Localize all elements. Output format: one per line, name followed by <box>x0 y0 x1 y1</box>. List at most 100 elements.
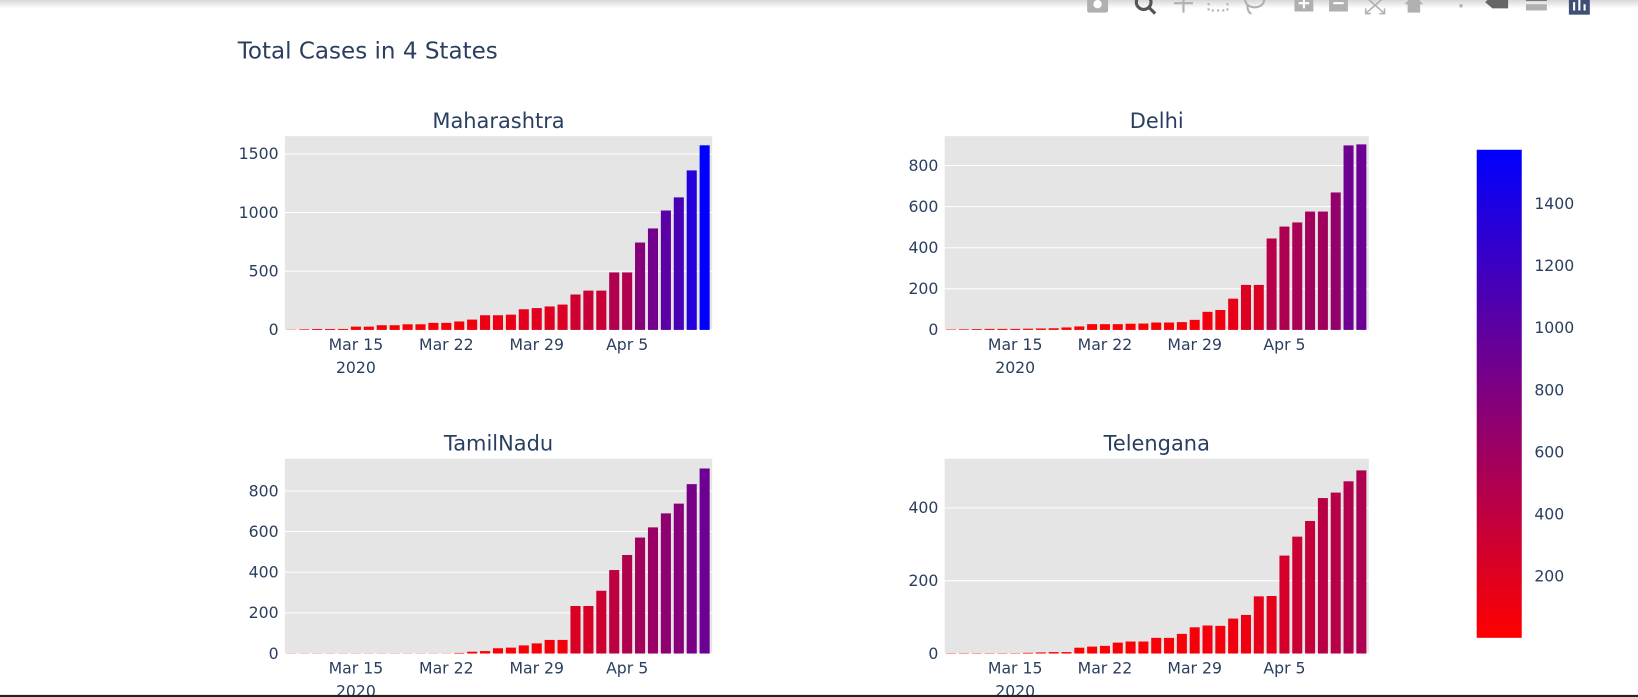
plotly-logo-icon[interactable] <box>1568 0 1590 15</box>
bar <box>544 639 555 654</box>
colorbar-tick-label: 1400 <box>1534 194 1574 213</box>
subplot-telengana: 0 200 400 Mar 15 2020 Mar 22 Mar 29 Apr 5 Teleng… <box>908 431 1369 697</box>
bar <box>1112 324 1123 330</box>
bar <box>376 325 387 330</box>
bar <box>1048 328 1059 330</box>
bar <box>1074 647 1085 654</box>
bar <box>350 326 361 330</box>
bar <box>1125 323 1136 330</box>
y-tick-label: 0 <box>269 320 279 339</box>
home-icon[interactable] <box>1404 0 1424 13</box>
zoom-icon[interactable] <box>1134 0 1157 15</box>
bar <box>1356 144 1367 330</box>
y-tick-label: 200 <box>908 279 938 298</box>
bar <box>467 319 478 330</box>
bar <box>557 639 568 654</box>
camera-icon[interactable] <box>1087 0 1109 13</box>
bar <box>1279 555 1290 654</box>
y-tick-label: 1000 <box>239 203 279 222</box>
bar <box>1138 641 1149 654</box>
bar <box>492 648 504 654</box>
x-tick-label: Apr 5 <box>1263 658 1305 677</box>
bar <box>971 329 982 330</box>
box-select-icon[interactable] <box>1207 0 1229 12</box>
bar <box>1087 324 1098 330</box>
colorbar-tick-label: 400 <box>1534 504 1564 523</box>
pan-icon[interactable] <box>1174 0 1193 13</box>
bar <box>635 242 646 330</box>
bottom-border <box>0 694 1638 697</box>
bar <box>1048 652 1059 654</box>
autoscale-icon[interactable] <box>1364 0 1386 15</box>
bar <box>1164 637 1175 654</box>
bar <box>1164 322 1175 330</box>
bar <box>660 513 671 654</box>
bar <box>596 290 607 330</box>
bar <box>557 304 568 330</box>
x-tick-label: Mar 15 <box>329 658 384 677</box>
bar <box>673 197 684 330</box>
bar <box>1215 309 1226 330</box>
bar <box>1099 645 1110 654</box>
bar <box>1189 319 1200 330</box>
bar <box>1176 633 1187 654</box>
bar <box>299 329 310 330</box>
bar <box>1266 596 1277 654</box>
x-tick-label: Mar 22 <box>1078 335 1133 354</box>
bar <box>1343 145 1354 330</box>
bar <box>492 315 504 330</box>
bar <box>1112 642 1123 654</box>
zoom-out-icon[interactable] <box>1329 0 1348 12</box>
bar <box>1228 618 1239 654</box>
colorbar-tick-label: 200 <box>1534 567 1564 586</box>
bar <box>1151 637 1162 654</box>
hover-compare-icon[interactable] <box>1525 0 1547 11</box>
subplot-title: Telengana <box>1103 431 1210 455</box>
bar <box>544 306 555 330</box>
colorbar: 200 400 600 800 1000 1200 1400 <box>1476 149 1574 638</box>
x-tick-label: Mar 22 <box>419 335 474 354</box>
subplot-tamilnadu: 0 200 400 600 800 Mar 15 2020 Mar 22 Mar 29 Apr 5… <box>249 431 713 697</box>
colorbar-tick-label: 800 <box>1534 380 1564 399</box>
subplot-maharashtra: 0 500 1000 1500 Mar 15 2020 Mar 22 Mar 29 Apr 5 M… <box>239 109 713 377</box>
x-tick-label: Mar 15 <box>988 658 1043 677</box>
bar <box>1074 326 1085 330</box>
x-year-label: 2020 <box>995 358 1035 377</box>
y-tick-label: 200 <box>249 603 279 622</box>
bar <box>1240 284 1251 330</box>
bar <box>958 329 969 330</box>
bar <box>428 322 439 330</box>
bar <box>686 170 697 330</box>
bar <box>1138 323 1149 330</box>
x-tick-label: Mar 22 <box>1078 658 1133 677</box>
bar <box>1330 192 1341 330</box>
bar <box>402 324 413 330</box>
bar <box>480 315 491 330</box>
zoom-in-icon[interactable] <box>1294 0 1314 12</box>
bar <box>1035 328 1046 330</box>
bar <box>518 309 529 330</box>
modebar <box>1087 0 1590 15</box>
bar <box>699 468 710 654</box>
bar <box>1228 298 1239 330</box>
y-tick-label: 1500 <box>239 144 279 163</box>
bar <box>337 328 349 330</box>
bar <box>1189 627 1200 654</box>
x-tick-label: Mar 15 <box>329 335 384 354</box>
bar <box>441 322 452 330</box>
x-year-label: 2020 <box>336 681 376 697</box>
y-tick-label: 500 <box>249 262 279 281</box>
hover-closest-icon[interactable] <box>1485 0 1509 9</box>
colorbar-tick-label: 600 <box>1534 442 1564 461</box>
bar <box>1279 226 1290 330</box>
bar <box>1292 536 1303 654</box>
bar <box>518 645 529 654</box>
y-tick-label: 400 <box>908 238 938 257</box>
bar <box>1330 492 1341 654</box>
subplot-title: Delhi <box>1130 109 1184 133</box>
x-tick-label: Mar 29 <box>509 335 564 354</box>
y-tick-label: 800 <box>908 156 938 175</box>
bar <box>1202 311 1213 330</box>
spike-lines-icon[interactable] <box>1459 0 1463 8</box>
bar <box>1215 625 1226 654</box>
